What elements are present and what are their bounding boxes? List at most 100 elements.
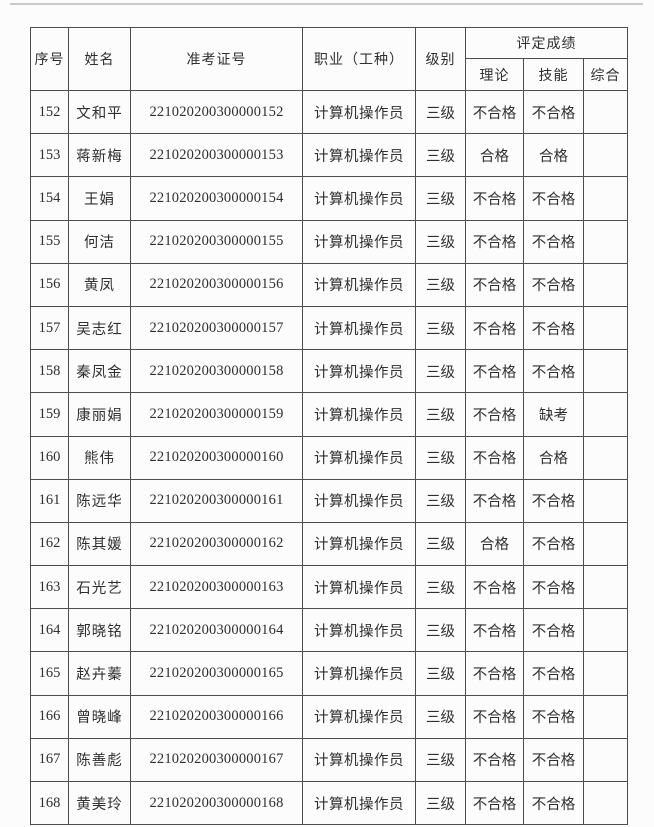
cell-skill-result: 不合格: [523, 478, 584, 523]
cell-comprehensive-result: [582, 435, 629, 480]
cell-level: 三级: [415, 392, 466, 437]
cell-admission-ticket: 221020200300000167: [130, 737, 303, 783]
cell-admission-ticket: 221020200300000163: [130, 565, 303, 610]
cell-theory-result: 不合格: [465, 694, 524, 739]
cell-skill-result: 不合格: [523, 176, 584, 221]
scan-artifact-line: [10, 3, 643, 5]
cell-skill-result: 合格: [523, 133, 584, 178]
cell-level: 三级: [415, 780, 466, 826]
cell-name: 文和平: [68, 89, 131, 135]
cell-theory-result: 不合格: [465, 89, 524, 135]
cell-serial-number: 154: [30, 176, 69, 221]
table-row: 157 吴志红 221020200300000157 计算机操作员 三级 不合格…: [30, 305, 629, 351]
cell-comprehensive-result: [582, 392, 629, 437]
cell-name: 熊伟: [68, 435, 131, 480]
table-row: 162 陈其媛 221020200300000162 计算机操作员 三级 合格 …: [30, 521, 629, 567]
cell-serial-number: 163: [30, 565, 69, 610]
cell-theory-result: 不合格: [465, 565, 524, 610]
cell-occupation: 计算机操作员: [302, 219, 416, 264]
cell-name: 康丽娟: [68, 392, 131, 437]
cell-comprehensive-result: [582, 694, 629, 739]
cell-name: 石光艺: [68, 565, 131, 610]
cell-serial-number: 153: [30, 133, 69, 178]
cell-theory-result: 不合格: [465, 435, 524, 480]
cell-occupation: 计算机操作员: [302, 521, 416, 567]
cell-theory-result: 合格: [465, 521, 524, 567]
cell-serial-number: 158: [30, 349, 69, 394]
cell-serial-number: 168: [30, 780, 69, 826]
cell-theory-result: 不合格: [465, 737, 524, 783]
cell-occupation: 计算机操作员: [302, 133, 416, 178]
table-row: 152 文和平 221020200300000152 计算机操作员 三级 不合格…: [30, 89, 629, 135]
cell-theory-result: 不合格: [465, 219, 524, 264]
cell-theory-result: 不合格: [465, 651, 524, 696]
cell-skill-result: 不合格: [523, 305, 584, 351]
cell-skill-result: 不合格: [523, 262, 584, 307]
cell-comprehensive-result: [582, 133, 629, 178]
cell-occupation: 计算机操作员: [302, 651, 416, 696]
cell-skill-result: 不合格: [523, 349, 584, 394]
cell-serial-number: 155: [30, 219, 69, 264]
cell-admission-ticket: 221020200300000165: [130, 651, 303, 696]
header-assessment-scores: 评定成绩: [464, 27, 629, 59]
cell-theory-result: 不合格: [465, 392, 524, 437]
cell-theory-result: 不合格: [465, 262, 524, 307]
cell-admission-ticket: 221020200300000157: [130, 305, 303, 351]
table-row: 153 蒋新梅 221020200300000153 计算机操作员 三级 合格 …: [30, 133, 629, 178]
cell-occupation: 计算机操作员: [302, 478, 416, 523]
cell-serial-number: 161: [30, 478, 69, 523]
cell-serial-number: 156: [30, 262, 69, 307]
cell-comprehensive-result: [582, 176, 629, 221]
cell-level: 三级: [415, 176, 466, 221]
cell-theory-result: 不合格: [465, 349, 524, 394]
cell-admission-ticket: 221020200300000152: [130, 89, 303, 135]
table-row: 165 赵卉蓁 221020200300000165 计算机操作员 三级 不合格…: [30, 651, 629, 696]
cell-serial-number: 165: [30, 651, 69, 696]
cell-name: 蒋新梅: [68, 133, 131, 178]
cell-comprehensive-result: [582, 349, 629, 394]
cell-occupation: 计算机操作员: [302, 780, 416, 826]
cell-occupation: 计算机操作员: [302, 305, 416, 351]
cell-name: 曾晓峰: [68, 694, 131, 739]
cell-comprehensive-result: [582, 651, 629, 696]
cell-admission-ticket: 221020200300000154: [130, 176, 303, 221]
table-row: 160 熊伟 221020200300000160 计算机操作员 三级 不合格 …: [30, 435, 629, 480]
cell-comprehensive-result: [582, 737, 629, 783]
cell-admission-ticket: 221020200300000156: [130, 262, 303, 307]
cell-level: 三级: [415, 219, 466, 264]
cell-level: 三级: [415, 478, 466, 523]
table-row: 167 陈善彪 221020200300000167 计算机操作员 三级 不合格…: [30, 737, 629, 783]
header-serial-number: 序号: [30, 27, 69, 91]
cell-level: 三级: [415, 565, 466, 610]
header-skill: 技能: [523, 58, 584, 91]
cell-comprehensive-result: [582, 521, 629, 567]
cell-level: 三级: [415, 608, 466, 653]
cell-level: 三级: [415, 694, 466, 739]
cell-name: 黄凤: [68, 262, 131, 307]
header-name: 姓名: [68, 27, 131, 91]
cell-admission-ticket: 221020200300000158: [130, 349, 303, 394]
cell-serial-number: 159: [30, 392, 69, 437]
cell-level: 三级: [415, 651, 466, 696]
cell-comprehensive-result: [582, 780, 629, 826]
cell-admission-ticket: 221020200300000166: [130, 694, 303, 739]
table-row: 161 陈远华 221020200300000161 计算机操作员 三级 不合格…: [30, 478, 629, 523]
cell-skill-result: 不合格: [523, 89, 584, 135]
cell-admission-ticket: 221020200300000153: [130, 133, 303, 178]
cell-name: 吴志红: [68, 305, 131, 351]
cell-admission-ticket: 221020200300000164: [130, 608, 303, 653]
cell-name: 赵卉蓁: [68, 651, 131, 696]
cell-name: 何洁: [68, 219, 131, 264]
cell-serial-number: 162: [30, 521, 69, 567]
cell-level: 三级: [415, 133, 466, 178]
exam-results-table: 序号 姓名 准考证号 职业（工种） 级别 评定成绩 理论 技能 综合 152 文…: [30, 27, 629, 826]
cell-occupation: 计算机操作员: [302, 694, 416, 739]
cell-level: 三级: [415, 349, 466, 394]
cell-level: 三级: [415, 89, 466, 135]
table-row: 158 秦凤金 221020200300000158 计算机操作员 三级 不合格…: [30, 349, 629, 394]
cell-serial-number: 152: [30, 89, 69, 135]
cell-serial-number: 166: [30, 694, 69, 739]
table-row: 163 石光艺 221020200300000163 计算机操作员 三级 不合格…: [30, 565, 629, 610]
cell-name: 陈远华: [68, 478, 131, 523]
table-row: 154 王娟 221020200300000154 计算机操作员 三级 不合格 …: [30, 176, 629, 221]
